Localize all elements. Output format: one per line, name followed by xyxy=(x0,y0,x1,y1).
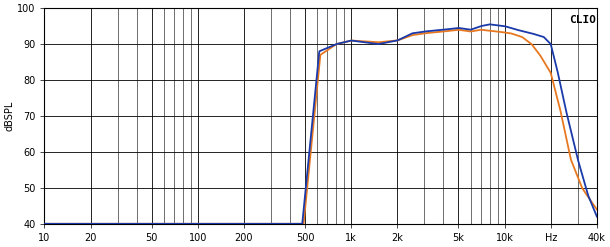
Text: CLIO: CLIO xyxy=(569,15,596,25)
Y-axis label: dBSPL: dBSPL xyxy=(4,101,14,131)
